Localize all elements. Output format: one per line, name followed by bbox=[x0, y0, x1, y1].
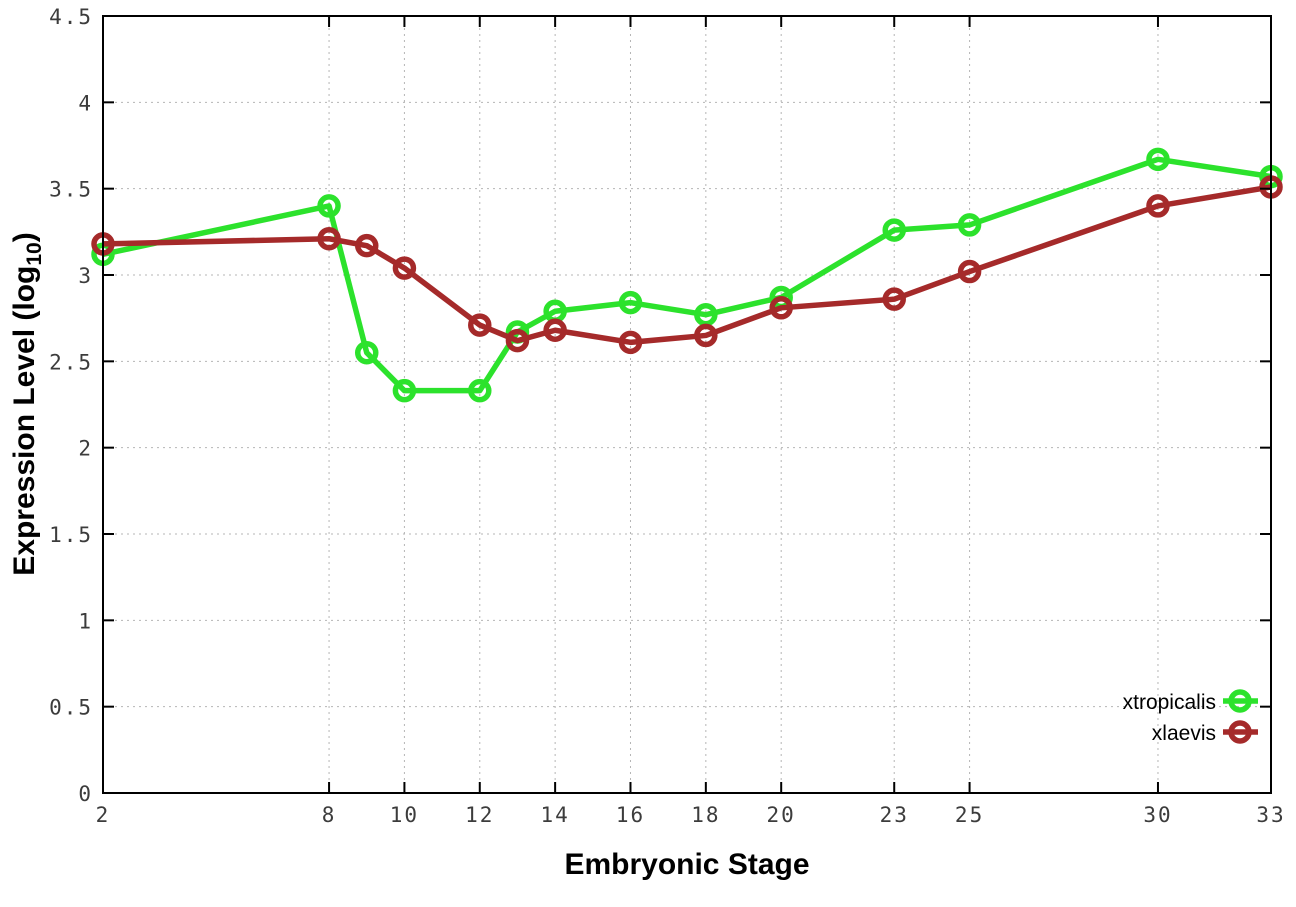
data-point-xtropicalis bbox=[882, 218, 906, 242]
y-tick-label: 0 bbox=[78, 782, 93, 806]
x-tick-label: 18 bbox=[691, 803, 720, 827]
x-tick-label: 2 bbox=[96, 803, 111, 827]
data-point-xlaevis bbox=[543, 318, 567, 343]
plot-border bbox=[102, 15, 1272, 794]
x-tick-label: 30 bbox=[1143, 803, 1172, 827]
data-point-xlaevis bbox=[1146, 194, 1170, 218]
data-point-xlaevis bbox=[694, 323, 718, 348]
legend: xtropicalis xlaevis bbox=[1123, 689, 1258, 745]
x-tick-label: 33 bbox=[1256, 803, 1285, 827]
data-point-xtropicalis bbox=[618, 290, 643, 315]
data-point-xtropicalis bbox=[354, 340, 379, 365]
data-point-xtropicalis bbox=[317, 194, 341, 218]
data-point-xlaevis bbox=[354, 233, 379, 258]
series-line-xlaevis bbox=[102, 184, 1272, 346]
y-tick-label: 1 bbox=[78, 609, 93, 633]
data-point-xlaevis bbox=[957, 259, 982, 284]
y-tick-label: 3.5 bbox=[49, 178, 93, 202]
y-tick-label: 1.5 bbox=[49, 523, 93, 547]
legend-label-xtropicalis: xtropicalis bbox=[1123, 691, 1216, 714]
x-tick-label: 8 bbox=[322, 803, 337, 827]
x-tick-label: 10 bbox=[390, 803, 419, 827]
data-point-xtropicalis bbox=[392, 378, 417, 403]
x-tick-label: 25 bbox=[955, 803, 984, 827]
tick-labels: 2 8 10 12 14 16 18 20 23 25 30 33 0 0.5 1 1.5 2 2.5 3 3.5 4 4… bbox=[49, 5, 1285, 827]
legend-marker-xtropicalis bbox=[1228, 689, 1252, 713]
data-point-xtropicalis bbox=[1146, 147, 1170, 172]
axes bbox=[102, 15, 1272, 794]
y-tick-label: 4 bbox=[78, 91, 93, 115]
y-tick-label: 4.5 bbox=[49, 5, 93, 29]
data-point-xlaevis bbox=[769, 296, 793, 320]
data-point-xlaevis bbox=[392, 256, 417, 280]
x-axis-title: Embryonic Stage bbox=[564, 848, 809, 881]
x-tick-label: 16 bbox=[616, 803, 645, 827]
data-point-xlaevis bbox=[618, 330, 643, 355]
legend-marker-xlaevis bbox=[1228, 720, 1252, 744]
data-point-xtropicalis bbox=[468, 378, 492, 403]
x-tick-label: 14 bbox=[540, 803, 569, 827]
y-tick-label: 3 bbox=[78, 264, 93, 288]
data-point-xlaevis bbox=[882, 287, 906, 311]
x-tick-label: 12 bbox=[465, 803, 494, 827]
y-tick-label: 0.5 bbox=[49, 696, 93, 720]
y-axis-title: Expression Level (log10) bbox=[8, 232, 46, 575]
x-tick-label: 20 bbox=[767, 803, 796, 827]
data-point-xlaevis bbox=[317, 226, 341, 251]
data-point-xlaevis bbox=[468, 313, 492, 337]
data-point-xlaevis bbox=[505, 328, 530, 353]
legend-label-xlaevis: xlaevis bbox=[1152, 722, 1216, 745]
gridlines bbox=[103, 16, 1271, 793]
y-tick-label: 2.5 bbox=[49, 350, 93, 374]
data-series bbox=[91, 147, 1283, 403]
x-tick-label: 23 bbox=[880, 803, 909, 827]
y-tick-label: 2 bbox=[78, 437, 93, 461]
data-point-xtropicalis bbox=[957, 213, 982, 237]
